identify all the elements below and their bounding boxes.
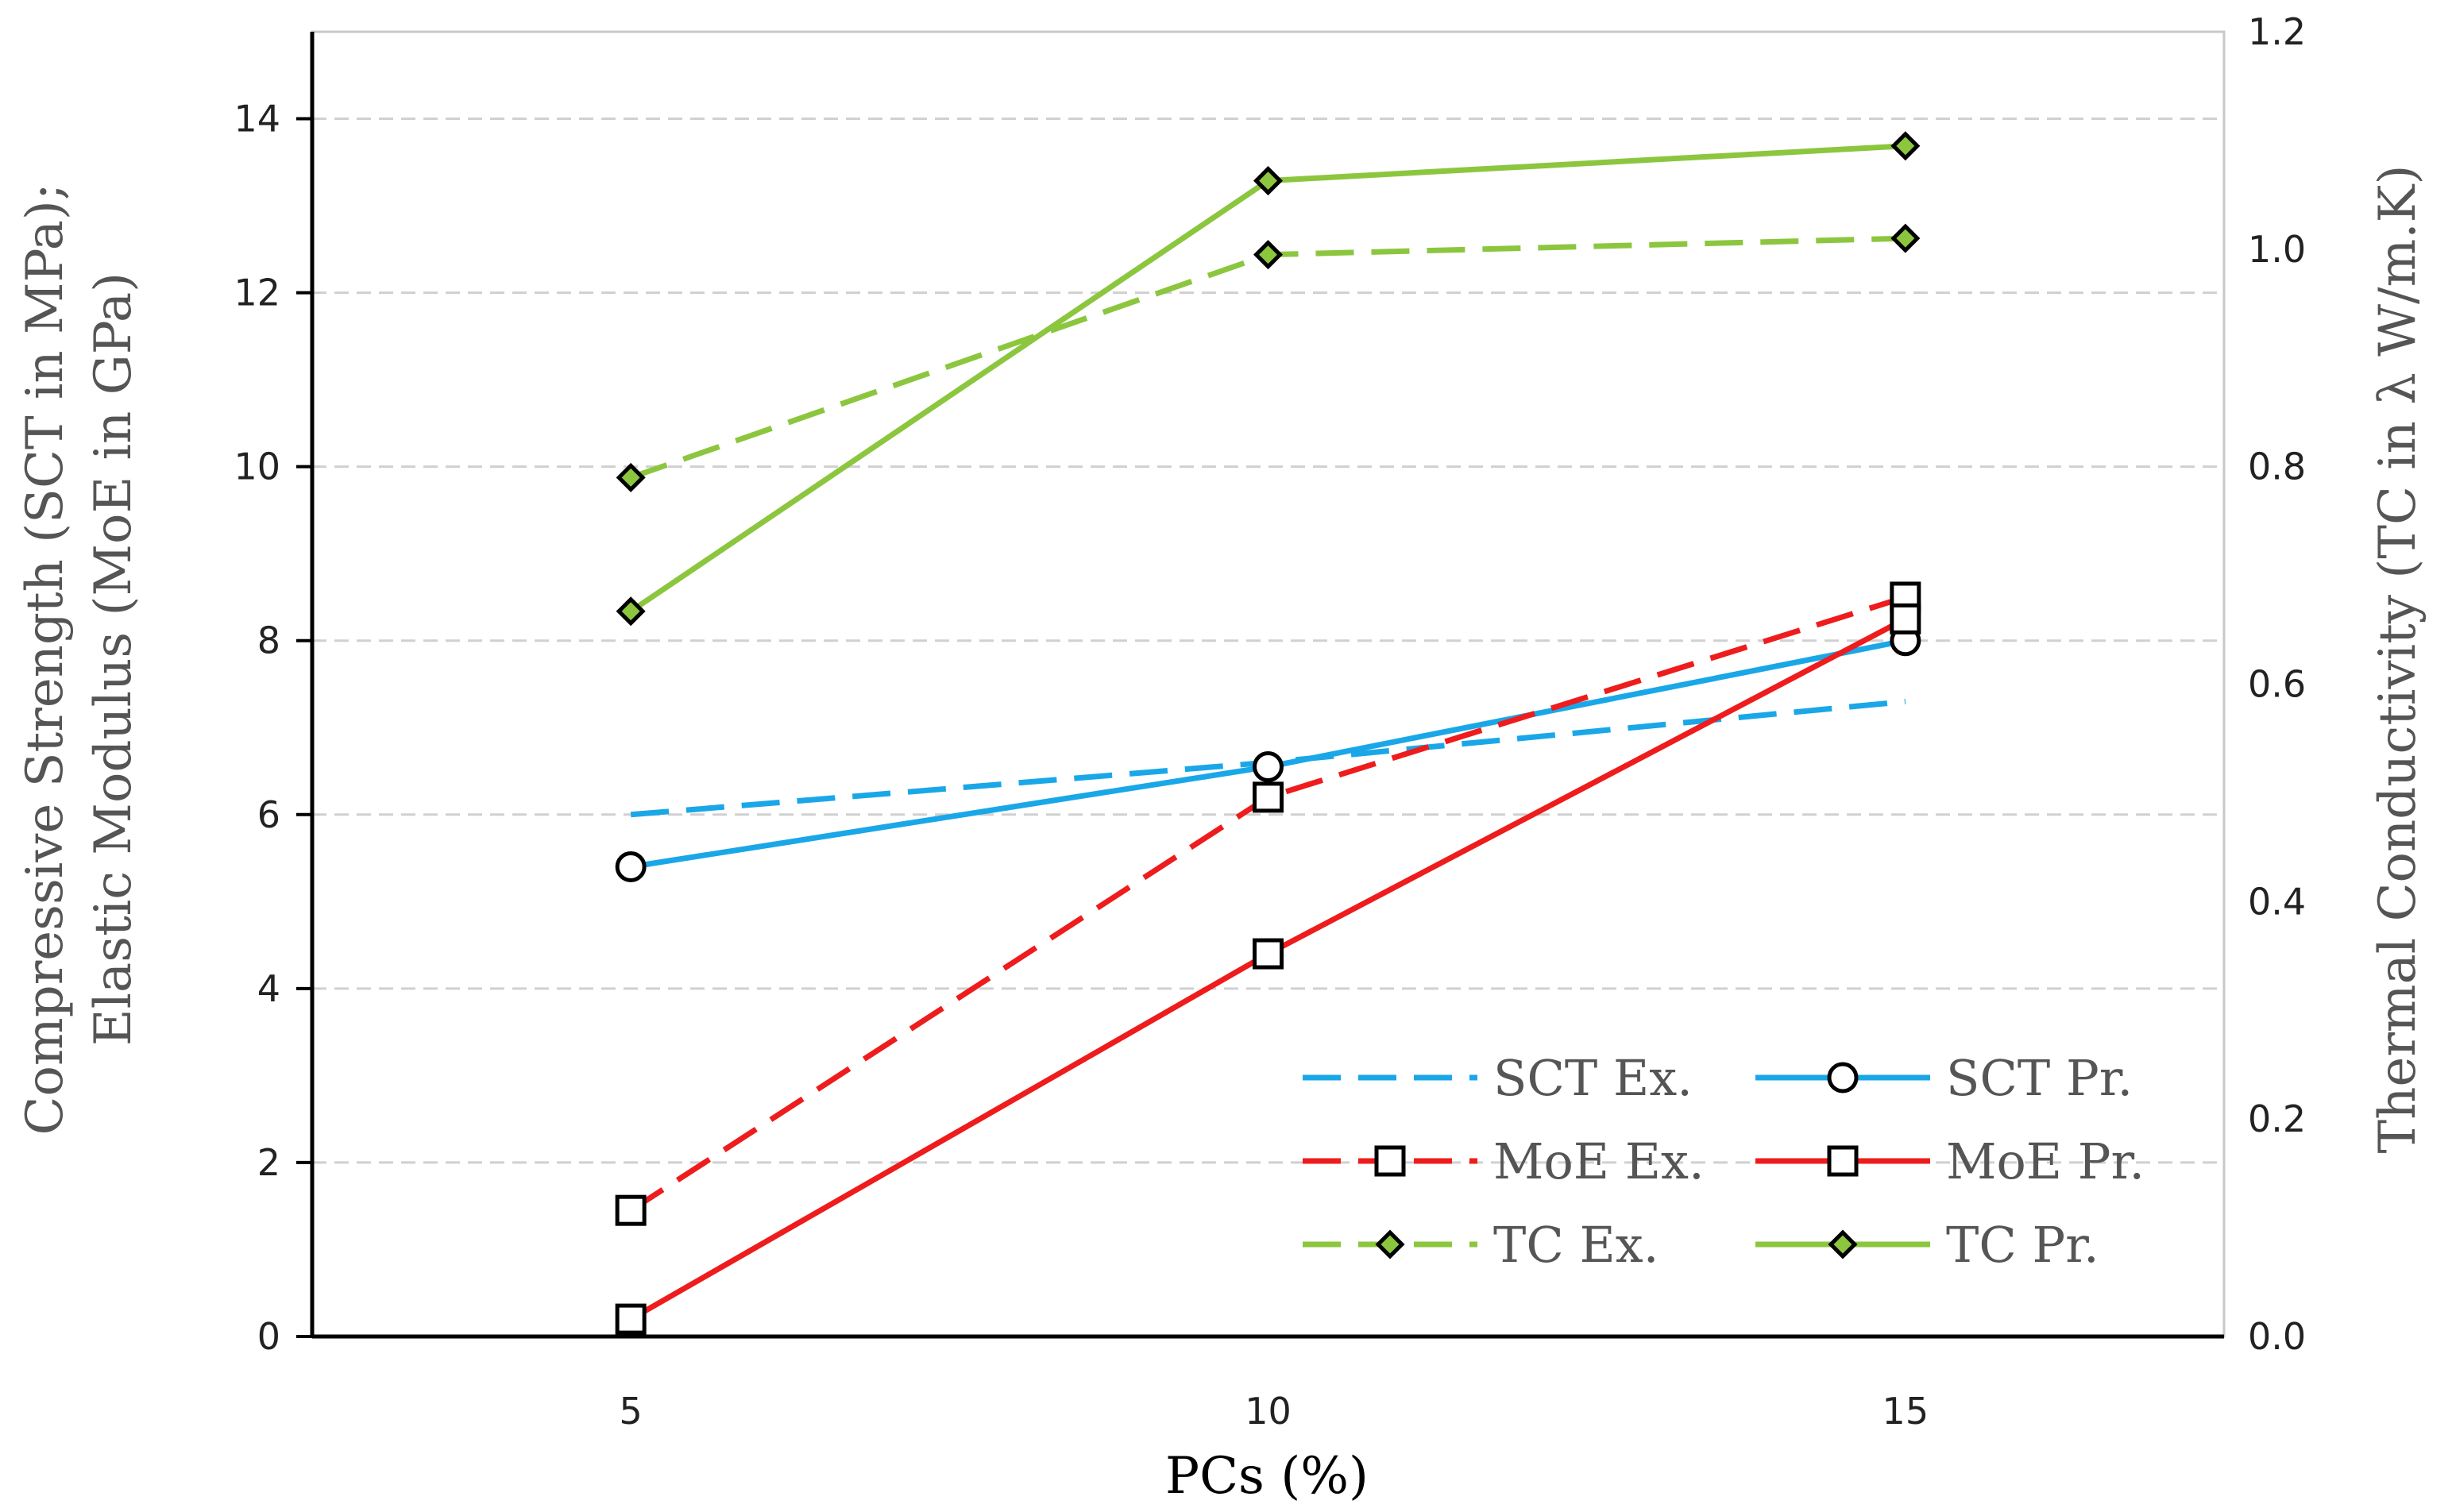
x-axis-title: PCs (%)	[1165, 1447, 1369, 1506]
data-point-tc-pr	[1253, 166, 1284, 196]
left-tick-label: 10	[234, 446, 280, 488]
legend-item-moe-pr: MoE Pr.	[1755, 1132, 2145, 1190]
legend-label: MoE Ex.	[1493, 1132, 1705, 1190]
left-y-axis-title-line-1: Compressive Strength (SCT in MPa);	[16, 183, 75, 1136]
data-point-moe-ex	[1253, 781, 1284, 813]
legend-label: SCT Ex.	[1493, 1049, 1693, 1107]
legend-label: SCT Pr.	[1946, 1049, 2133, 1107]
right-tick-label: 0.8	[2248, 446, 2306, 488]
left-tick-label: 6	[257, 793, 280, 836]
legend: SCT Ex. SCT Pr. MoE Ex. MoE Pr. TC Ex. TC Pr.	[1303, 1049, 2145, 1274]
right-tick-label: 0.0	[2248, 1315, 2306, 1358]
right-tick-label: 0.6	[2248, 663, 2306, 706]
left-y-axis-title: Compressive Strength (SCT in MPa); Elast…	[16, 183, 143, 1136]
data-point-moe-pr	[1890, 603, 1921, 634]
data-point-moe-ex	[615, 1194, 647, 1226]
x-tick-label: 15	[1882, 1390, 1929, 1433]
left-tick-label: 2	[257, 1141, 280, 1184]
left-y-axis-ticks: 0 2 4 6 8 10 12 14	[234, 98, 312, 1358]
right-tick-label: 1.0	[2248, 228, 2306, 271]
x-tick-label: 10	[1245, 1390, 1292, 1433]
legend-marker	[1828, 1229, 1858, 1259]
x-axis-ticks: 5 10 15	[620, 1390, 1929, 1433]
right-tick-label: 0.4	[2248, 880, 2306, 923]
left-y-axis-title-line-2: Elastic Modulus (MoE in GPa)	[84, 272, 143, 1046]
data-point-sct-pr	[1253, 751, 1284, 783]
data-point-tc-pr	[1890, 131, 1921, 161]
legend-label: TC Ex.	[1493, 1216, 1658, 1274]
legend-item-sct-ex: SCT Ex.	[1303, 1049, 1693, 1107]
left-tick-label: 12	[234, 272, 280, 314]
left-tick-label: 4	[257, 967, 280, 1010]
series-markers	[615, 131, 1921, 1335]
right-tick-label: 0.2	[2248, 1097, 2306, 1140]
right-y-axis-ticks: 0.0 0.2 0.4 0.6 0.8 1.0 1.2	[2248, 10, 2306, 1358]
left-tick-label: 0	[257, 1315, 280, 1358]
left-tick-label: 14	[234, 98, 280, 141]
legend-item-tc-ex: TC Ex.	[1303, 1216, 1658, 1274]
data-point-tc-ex	[616, 462, 646, 492]
right-y-axis-title-text: Thermal Conductivity (TC in λ W/m.K)	[2369, 165, 2427, 1154]
legend-item-moe-ex: MoE Ex.	[1303, 1132, 1705, 1190]
legend-label: TC Pr.	[1946, 1216, 2099, 1274]
left-tick-label: 8	[257, 619, 280, 662]
legend-marker	[1374, 1145, 1406, 1177]
data-point-tc-pr	[616, 596, 646, 627]
x-tick-label: 5	[620, 1390, 643, 1433]
data-point-moe-pr	[615, 1303, 647, 1335]
legend-item-sct-pr: SCT Pr.	[1755, 1049, 2133, 1107]
right-y-axis-title: Thermal Conductivity (TC in λ W/m.K)	[2369, 165, 2427, 1154]
data-point-tc-ex	[1253, 240, 1284, 270]
legend-marker	[1827, 1062, 1859, 1094]
right-tick-label: 1.2	[2248, 10, 2306, 53]
data-point-moe-pr	[1253, 938, 1284, 970]
data-point-sct-pr	[615, 851, 647, 883]
legend-marker	[1375, 1229, 1405, 1259]
legend-label: MoE Pr.	[1946, 1132, 2145, 1190]
legend-marker	[1827, 1145, 1859, 1177]
legend-item-tc-pr: TC Pr.	[1755, 1216, 2099, 1274]
data-point-tc-ex	[1890, 223, 1921, 253]
